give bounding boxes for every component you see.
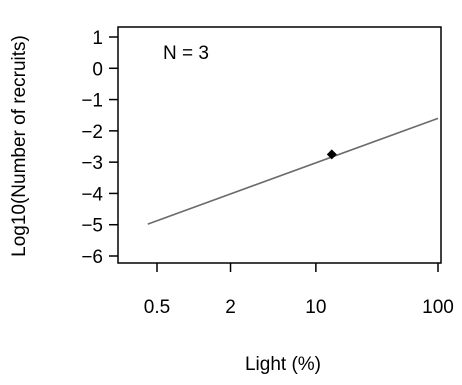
x-axis: 0.5 2 10 100 <box>144 263 454 318</box>
x-tick-label: 0.5 <box>144 297 170 318</box>
x-tick-label: 100 <box>422 297 454 318</box>
y-tick-label: 0 <box>92 59 103 80</box>
y-axis: 1 0 −1 −2 −3 −4 −5 −6 <box>81 28 118 268</box>
y-tick-label: −5 <box>81 216 103 237</box>
x-tick-label: 2 <box>225 297 236 318</box>
y-tick-label: −1 <box>81 91 103 112</box>
x-axis-title: Light (%) <box>245 354 321 375</box>
y-tick-label: −6 <box>81 247 103 268</box>
fit-line <box>147 117 439 225</box>
y-tick-label: 1 <box>92 28 103 49</box>
y-tick-label: −2 <box>81 122 103 143</box>
plot-frame <box>117 26 442 264</box>
data-point <box>326 149 337 160</box>
y-tick-label: −4 <box>81 184 103 205</box>
y-axis-title: Log10(Number of recruits) <box>9 35 30 257</box>
annotation-n: N = 3 <box>163 43 209 64</box>
data-points <box>326 149 337 160</box>
y-tick-label: −3 <box>81 153 103 174</box>
x-tick-label: 10 <box>305 297 326 318</box>
